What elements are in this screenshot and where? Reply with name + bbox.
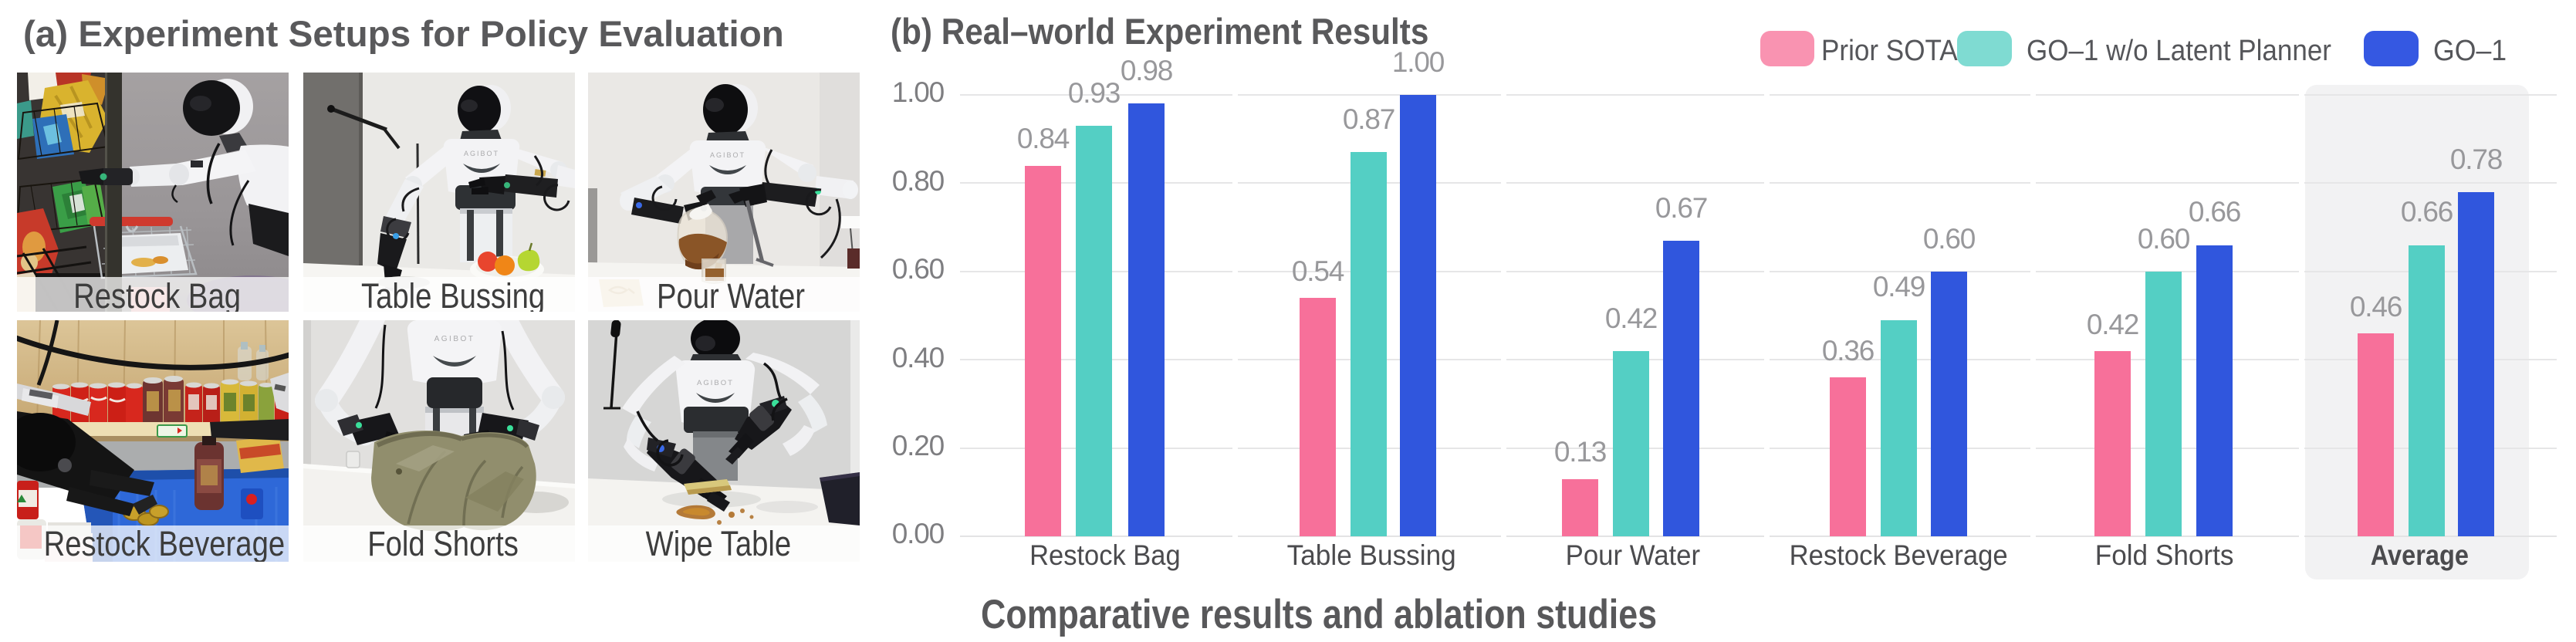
svg-text:AGIBOT: AGIBOT xyxy=(697,379,734,387)
svg-text:AGIBOT: AGIBOT xyxy=(434,335,475,343)
svg-text:AGIBOT: AGIBOT xyxy=(710,151,745,159)
svg-text:AGIBOT: AGIBOT xyxy=(464,150,499,157)
